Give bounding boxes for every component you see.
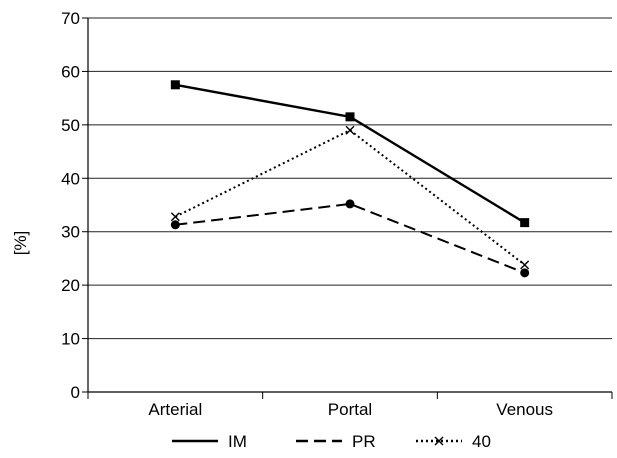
data-point <box>520 260 530 270</box>
x-tick-labels: Arterial Portal Venous <box>148 400 553 419</box>
gridlines <box>88 17 612 340</box>
x-tick-label: Venous <box>496 400 553 419</box>
y-tick-label: 60 <box>61 62 80 81</box>
data-point <box>520 218 530 228</box>
series-PR <box>170 199 530 278</box>
series-line <box>175 202 526 274</box>
y-tick-label: 30 <box>61 223 80 242</box>
data-point <box>345 199 355 209</box>
data-point <box>520 268 530 278</box>
series-line <box>174 129 526 266</box>
legend-marker <box>434 436 444 446</box>
legend-item-PR: PR <box>296 432 376 451</box>
axes <box>82 17 613 399</box>
series-40 <box>170 125 530 270</box>
legend-item-IM: IM <box>172 432 247 451</box>
y-tick-label: 40 <box>61 169 80 188</box>
series-lines <box>170 80 530 278</box>
y-tick-label: 50 <box>61 116 80 135</box>
y-tick-label: 0 <box>71 383 80 402</box>
data-point <box>170 80 180 90</box>
x-tick-label: Arterial <box>148 400 202 419</box>
data-point <box>345 125 355 135</box>
data-point <box>345 112 355 122</box>
y-axis-title: [%] <box>11 231 30 256</box>
y-tick-labels: 0 10 20 30 40 50 60 70 <box>61 9 80 402</box>
legend-label: IM <box>228 432 247 451</box>
y-tick-label: 20 <box>61 276 80 295</box>
y-tick-label: 10 <box>61 330 80 349</box>
legend-item-40: 40 <box>416 432 491 451</box>
legend-label: 40 <box>472 432 491 451</box>
data-point <box>170 220 180 230</box>
data-point <box>170 212 180 222</box>
x-tick-label: Portal <box>328 400 372 419</box>
legend: IM PR 40 <box>172 432 491 451</box>
series-IM <box>170 80 530 228</box>
legend-label: PR <box>352 432 376 451</box>
y-tick-label: 70 <box>61 9 80 28</box>
